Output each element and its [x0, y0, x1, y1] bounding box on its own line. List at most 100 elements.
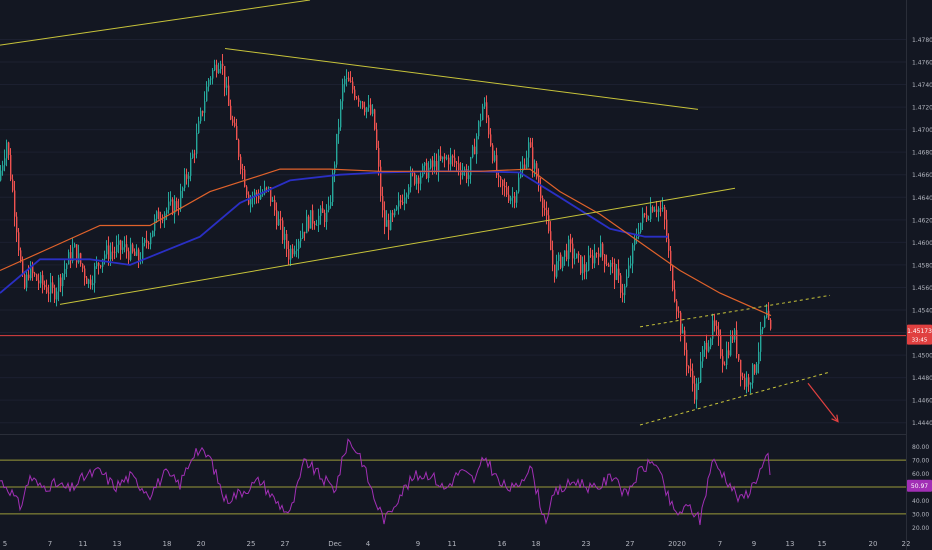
candle-body — [232, 119, 234, 123]
candle-body — [636, 236, 638, 239]
candle-body — [410, 171, 412, 188]
candle-body — [166, 209, 168, 214]
candle-body — [44, 284, 46, 288]
candle-body — [90, 279, 92, 286]
candle-body — [22, 261, 24, 275]
candle-body — [762, 327, 764, 330]
trendlines[interactable] — [0, 0, 839, 426]
candle-body — [318, 215, 320, 225]
time-tick-label: 13 — [113, 540, 122, 548]
candle-body — [100, 265, 102, 267]
candle-body — [756, 363, 758, 373]
price-tick-label: 1.47200 — [912, 105, 932, 112]
price-tick-label: 1.46800 — [912, 150, 932, 157]
candle-body — [540, 185, 542, 199]
candle-body — [470, 157, 472, 176]
price-tick-label: 1.46400 — [912, 195, 932, 202]
candle-body — [538, 177, 540, 186]
candle-body — [326, 210, 328, 222]
candle-body — [506, 187, 508, 195]
candle-body — [362, 101, 364, 108]
candle-body — [96, 262, 98, 267]
candle-body — [148, 242, 150, 245]
candle-body — [330, 201, 332, 206]
candle-body — [10, 154, 12, 180]
candle-body — [374, 109, 376, 130]
candle-body — [668, 238, 670, 251]
candle-body — [26, 274, 28, 288]
trendline — [224, 47, 699, 110]
channel-dashed-line — [639, 371, 831, 426]
candle-body — [338, 127, 340, 134]
candle-body — [382, 195, 384, 211]
candle-body — [448, 157, 450, 165]
candle-body — [288, 248, 290, 260]
candle-body — [270, 186, 272, 202]
candle-body — [234, 122, 236, 127]
candle-body — [642, 213, 644, 223]
price-tick-label: 1.45800 — [912, 262, 932, 269]
candle-body — [620, 275, 622, 293]
candle-body — [250, 198, 252, 205]
candle-body — [542, 198, 544, 208]
candle-body — [444, 156, 446, 159]
candle-body — [598, 253, 600, 257]
candle-body — [618, 268, 620, 276]
candle-body — [732, 336, 734, 340]
candle-body — [694, 383, 696, 400]
candle-body — [40, 275, 42, 284]
candle-body — [366, 107, 368, 113]
current-rsi-badge — [907, 479, 932, 492]
candle-body — [12, 179, 14, 191]
candle-body — [174, 201, 176, 214]
candle-body — [770, 319, 772, 329]
candle-body — [720, 335, 722, 357]
candle-body — [652, 207, 654, 212]
candle-body — [548, 215, 550, 232]
countdown-badge-label: 33:45 — [912, 338, 928, 344]
candle-body — [106, 245, 108, 255]
candle-body — [60, 277, 62, 287]
candle-body — [28, 274, 30, 279]
candle-body — [560, 254, 562, 268]
axis-badges: 1.45173 33:45 50.97 — [907, 324, 932, 492]
candle-body — [186, 174, 188, 179]
candle-body — [230, 105, 232, 120]
rsi-tick-label: 70.00 — [912, 458, 929, 465]
moving-average-blue-line — [0, 170, 668, 294]
candle-body — [472, 146, 474, 158]
candle-body — [372, 109, 374, 114]
candle-body — [436, 160, 438, 172]
candle-body — [712, 320, 714, 339]
price-tick-label: 1.44800 — [912, 375, 932, 382]
candle-body — [390, 212, 392, 230]
candle-body — [564, 250, 566, 257]
candle-body — [236, 126, 238, 140]
candle-body — [144, 239, 146, 243]
candle-body — [154, 218, 156, 231]
price-tick-label: 1.44400 — [912, 420, 932, 427]
candle-body — [278, 219, 280, 226]
candle-body — [474, 146, 476, 155]
candle-body — [110, 251, 112, 260]
candle-body — [612, 262, 614, 264]
candle-body — [758, 351, 760, 364]
candle-body — [122, 247, 124, 250]
candle-body — [442, 156, 444, 160]
candle-body — [308, 216, 310, 229]
candle-body — [86, 277, 88, 284]
candle-body — [578, 253, 580, 256]
candle-body — [336, 133, 338, 165]
candle-body — [408, 187, 410, 195]
candle-body — [150, 236, 152, 245]
candle-body — [354, 89, 356, 98]
trendline — [59, 187, 736, 305]
candle-body — [438, 155, 440, 172]
candle-body — [178, 208, 180, 210]
candle-body — [228, 85, 230, 106]
candle-body — [268, 186, 270, 189]
candle-body — [118, 240, 120, 245]
